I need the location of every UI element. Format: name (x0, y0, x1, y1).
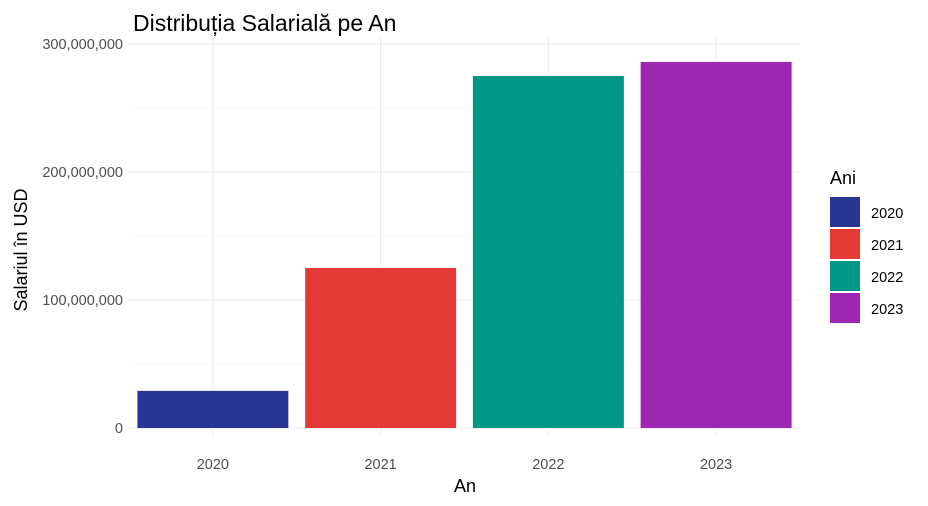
legend-title: Ani (830, 168, 856, 188)
legend-label-2021: 2021 (871, 238, 903, 254)
y-tick-label: 200,000,000 (42, 165, 123, 181)
y-tick-label: 0 (115, 421, 123, 437)
legend-label-2023: 2023 (871, 302, 903, 318)
legend-key-2021 (830, 229, 860, 259)
x-tick-label: 2022 (532, 457, 564, 473)
bar-2021 (305, 268, 457, 428)
legend-label-2022: 2022 (871, 270, 903, 286)
legend-label-2020: 2020 (871, 206, 903, 222)
chart-title: Distribuția Salarială pe An (133, 10, 396, 36)
bar-2023 (640, 61, 792, 429)
x-tick-label: 2021 (364, 457, 396, 473)
bar-2022 (472, 76, 624, 428)
bars (137, 61, 792, 429)
x-axis-ticks: 2020 2021 2022 2023 (197, 457, 733, 473)
legend-key-2022 (830, 261, 860, 291)
legend-key-2020 (830, 197, 860, 227)
bar-2020 (137, 390, 289, 428)
x-tick-label: 2023 (700, 457, 732, 473)
y-axis-title: Salariul în USD (11, 188, 31, 311)
x-tick-label: 2020 (197, 457, 229, 473)
legend-key-2023 (830, 293, 860, 323)
y-tick-label: 300,000,000 (42, 37, 123, 53)
legend: Ani 2020 2021 2022 2023 (830, 168, 903, 323)
y-axis-ticks: 0 100,000,000 200,000,000 300,000,000 (42, 37, 123, 437)
x-axis-title: An (454, 476, 476, 496)
y-tick-label: 100,000,000 (42, 293, 123, 309)
